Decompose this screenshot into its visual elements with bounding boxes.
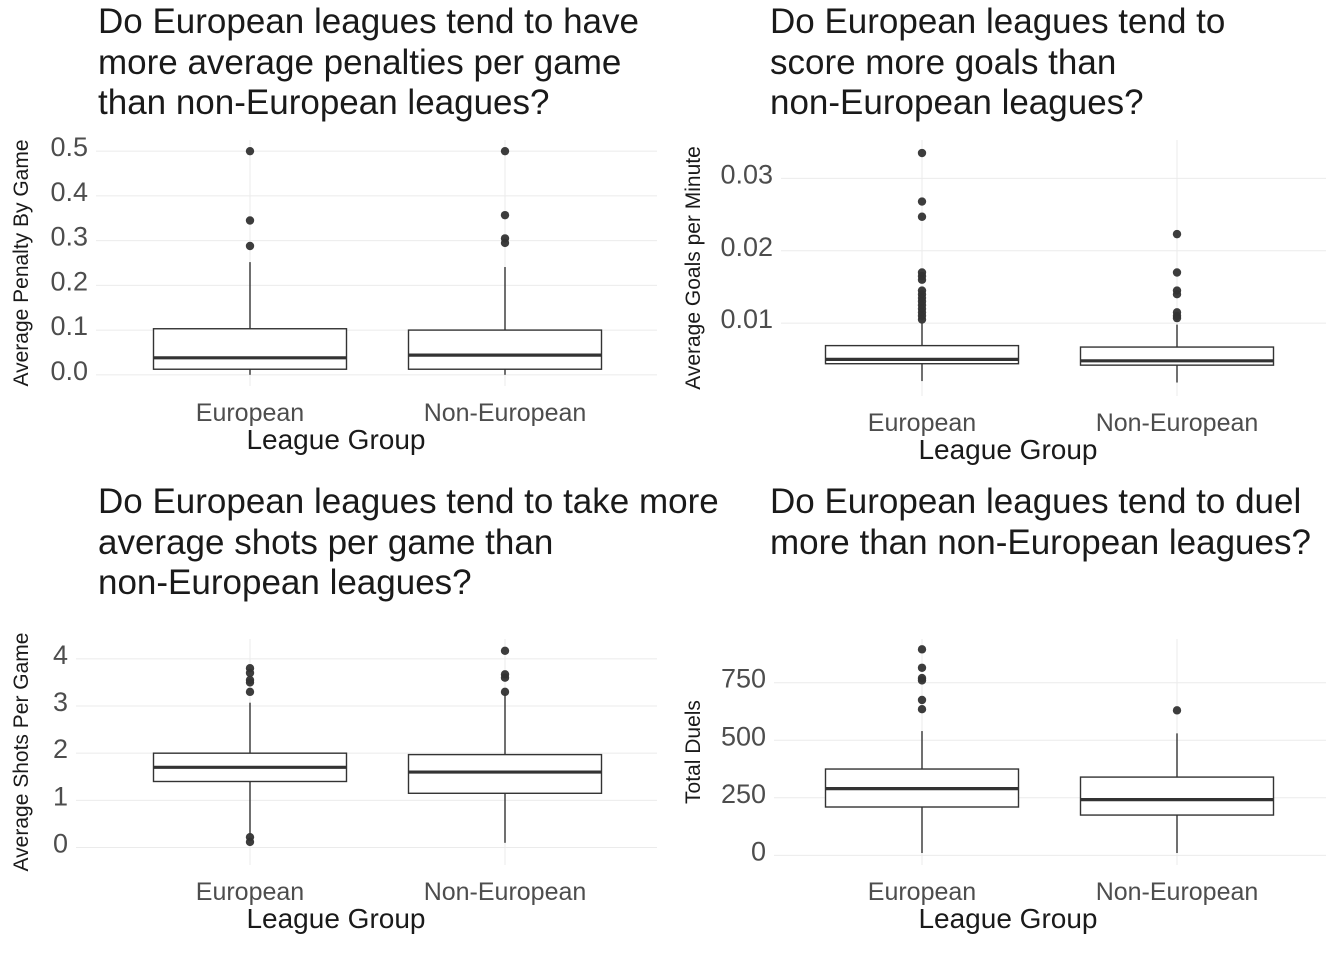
svg-text:2: 2 [53, 734, 68, 764]
svg-text:0.4: 0.4 [50, 177, 88, 207]
svg-text:0.3: 0.3 [50, 222, 88, 252]
svg-text:750: 750 [721, 664, 766, 694]
svg-text:250: 250 [721, 779, 766, 809]
svg-text:European: European [868, 409, 976, 437]
svg-text:0.03: 0.03 [720, 159, 773, 189]
svg-text:Non-European: Non-European [1096, 409, 1259, 437]
svg-text:European: European [196, 399, 304, 427]
svg-text:European: European [868, 878, 976, 906]
svg-text:Non-European: Non-European [1096, 878, 1259, 906]
svg-text:Non-European: Non-European [424, 878, 587, 906]
svg-text:4: 4 [53, 640, 68, 670]
svg-text:European: European [196, 878, 304, 906]
svg-text:500: 500 [721, 721, 766, 751]
svg-text:0: 0 [751, 836, 766, 866]
svg-text:0.0: 0.0 [50, 356, 88, 386]
svg-text:1: 1 [53, 781, 68, 811]
svg-text:Non-European: Non-European [424, 399, 587, 427]
svg-text:0.5: 0.5 [50, 132, 88, 162]
svg-text:0.02: 0.02 [720, 232, 773, 262]
svg-text:0.2: 0.2 [50, 266, 88, 296]
svg-text:0: 0 [53, 829, 68, 859]
svg-text:0.1: 0.1 [50, 311, 88, 341]
svg-text:0.01: 0.01 [720, 304, 773, 334]
svg-text:3: 3 [53, 687, 68, 717]
